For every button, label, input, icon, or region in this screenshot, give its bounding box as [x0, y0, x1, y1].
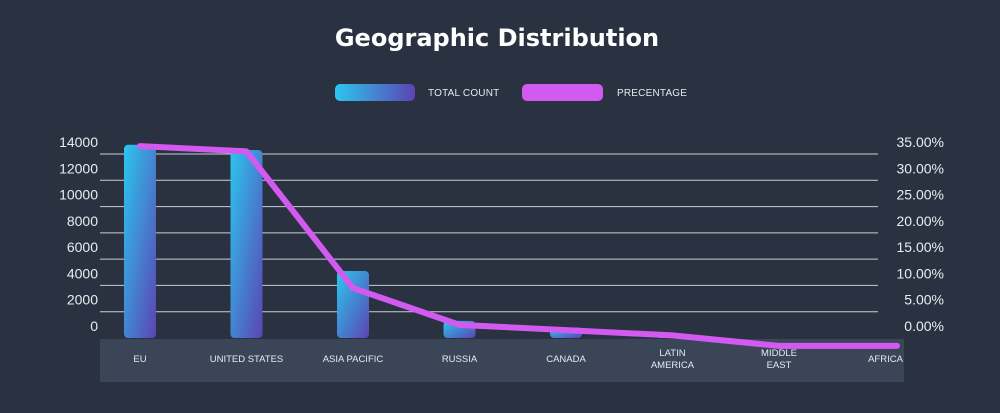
- x-category-label: UNITED STATES: [210, 354, 284, 365]
- x-category-label: LATIN: [659, 348, 685, 359]
- gridlines: [100, 153, 878, 313]
- percentage-series-line: [137, 143, 900, 349]
- y-right-tick-label: 0.00%: [904, 318, 944, 334]
- x-category-label: MIDDLE: [761, 348, 797, 359]
- x-axis-categories: EU UNITED STATES ASIA PACIFIC RUSSIA CANADA L…: [133, 348, 903, 371]
- y-right-tick-label: 10.00%: [897, 265, 944, 281]
- y-left-tick-label: 14000: [59, 134, 98, 150]
- x-category-label: AFRICA: [868, 354, 904, 365]
- legend-swatch-total-count: [335, 84, 415, 101]
- y-axis-left: 0 2000 4000 6000 8000 10000 12000 14000: [59, 134, 98, 334]
- x-category-label: AMERICA: [651, 360, 695, 371]
- percentage-line: [137, 143, 900, 349]
- legend-swatch-percentage: [522, 84, 603, 101]
- y-right-tick-label: 5.00%: [904, 292, 944, 308]
- y-right-tick-label: 25.00%: [897, 187, 944, 203]
- chart-title: Geographic Distribution: [335, 24, 659, 52]
- x-category-label: EU: [133, 354, 146, 365]
- legend-label-percentage: PRECENTAGE: [617, 88, 687, 99]
- y-left-tick-label: 2000: [67, 292, 98, 308]
- legend: TOTAL COUNT PRECENTAGE: [335, 84, 687, 101]
- y-left-tick-label: 0: [90, 318, 98, 334]
- x-category-label: EAST: [767, 360, 792, 371]
- y-left-tick-label: 8000: [67, 213, 98, 229]
- x-category-label: CANADA: [546, 354, 586, 365]
- y-right-tick-label: 15.00%: [897, 239, 944, 255]
- x-category-label: ASIA PACIFIC: [323, 354, 384, 365]
- y-left-tick-label: 6000: [67, 239, 98, 255]
- y-axis-right: 0.00% 5.00% 10.00% 15.00% 20.00% 25.00% 30.00%…: [897, 134, 944, 334]
- y-left-tick-label: 10000: [59, 187, 98, 203]
- y-left-tick-label: 4000: [67, 265, 98, 281]
- x-category-label: RUSSIA: [442, 354, 478, 365]
- y-right-tick-label: 35.00%: [897, 134, 944, 150]
- legend-label-total-count: TOTAL COUNT: [428, 88, 499, 99]
- y-right-tick-label: 20.00%: [897, 213, 944, 229]
- bar: [124, 144, 156, 338]
- bars: [124, 144, 689, 338]
- bar: [337, 270, 369, 338]
- bar: [230, 150, 263, 338]
- y-right-tick-label: 30.00%: [897, 160, 944, 176]
- y-left-tick-label: 12000: [59, 160, 98, 176]
